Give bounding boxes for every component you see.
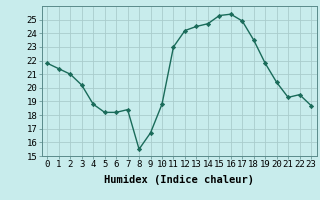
X-axis label: Humidex (Indice chaleur): Humidex (Indice chaleur): [104, 175, 254, 185]
